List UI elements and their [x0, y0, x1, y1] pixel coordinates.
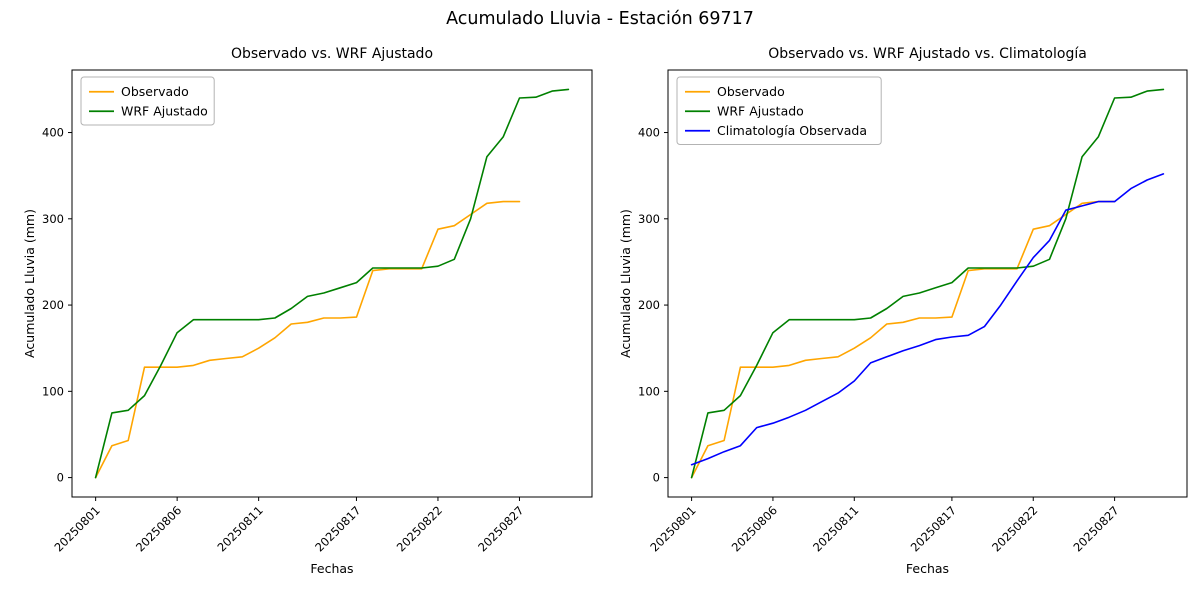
- series-line-climatolog-a-observada: [690, 173, 1165, 466]
- series-line-observado: [690, 200, 1116, 479]
- y-axis-label: Acumulado Lluvia (mm): [22, 209, 37, 358]
- legend-label-observado: Observado: [717, 84, 785, 99]
- x-tick-label: 20250801: [51, 503, 102, 554]
- legend-label-wrf-ajustado: WRF Ajustado: [121, 103, 208, 118]
- legend-box-1: [676, 76, 882, 145]
- x-tick-label: 20250811: [810, 503, 861, 554]
- y-tick-label: 200: [638, 298, 660, 312]
- legend-box-0: [80, 76, 215, 126]
- y-tick-label: 200: [42, 298, 64, 312]
- y-tick-label: 0: [57, 471, 64, 485]
- y-tick-label: 300: [42, 212, 64, 226]
- figure-title: Acumulado Lluvia - Estación 69717: [446, 9, 754, 29]
- series-line-wrf-ajustado: [690, 88, 1165, 479]
- axes-frame-0: [71, 69, 593, 498]
- x-tick-label: 20250817: [908, 503, 959, 554]
- axes-frame-1: [667, 69, 1188, 498]
- x-axis-label: Fechas: [906, 561, 949, 576]
- y-tick-label: 400: [42, 126, 64, 140]
- series-line-observado: [94, 200, 521, 479]
- x-axis-label: Fechas: [310, 561, 353, 576]
- x-tick-label: 20250806: [729, 503, 780, 554]
- y-tick-label: 0: [653, 471, 660, 485]
- y-tick-label: 100: [638, 384, 660, 398]
- y-tick-label: 100: [42, 384, 64, 398]
- y-tick-label: 400: [638, 126, 660, 140]
- axes-title-1: Observado vs. WRF Ajustado vs. Climatolo…: [768, 46, 1087, 62]
- x-tick-label: 20250827: [475, 503, 526, 554]
- legend-label-observado: Observado: [121, 84, 189, 99]
- x-tick-label: 20250806: [133, 503, 184, 554]
- x-tick-label: 20250801: [647, 503, 698, 554]
- x-tick-label: 20250827: [1070, 503, 1121, 554]
- y-tick-label: 300: [638, 212, 660, 226]
- x-tick-label: 20250817: [312, 503, 363, 554]
- series-line-wrf-ajustado: [94, 88, 570, 479]
- legend-label-wrf-ajustado: WRF Ajustado: [717, 103, 804, 118]
- x-tick-label: 20250822: [394, 503, 445, 554]
- x-tick-label: 20250822: [989, 503, 1040, 554]
- x-tick-label: 20250811: [214, 503, 265, 554]
- y-axis-label: Acumulado Lluvia (mm): [618, 209, 633, 358]
- axes-title-0: Observado vs. WRF Ajustado: [231, 46, 433, 62]
- legend-label-climatolog-a-observada: Climatología Observada: [717, 123, 867, 138]
